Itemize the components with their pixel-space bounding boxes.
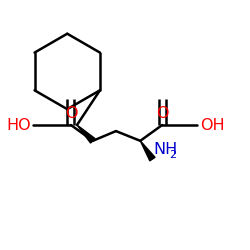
Polygon shape: [77, 125, 95, 143]
Text: 2: 2: [169, 150, 176, 160]
Text: NH: NH: [154, 142, 178, 157]
Text: O: O: [65, 106, 77, 120]
Text: OH: OH: [200, 118, 224, 132]
Text: HO: HO: [6, 118, 31, 132]
Polygon shape: [140, 141, 155, 161]
Text: O: O: [156, 106, 168, 120]
